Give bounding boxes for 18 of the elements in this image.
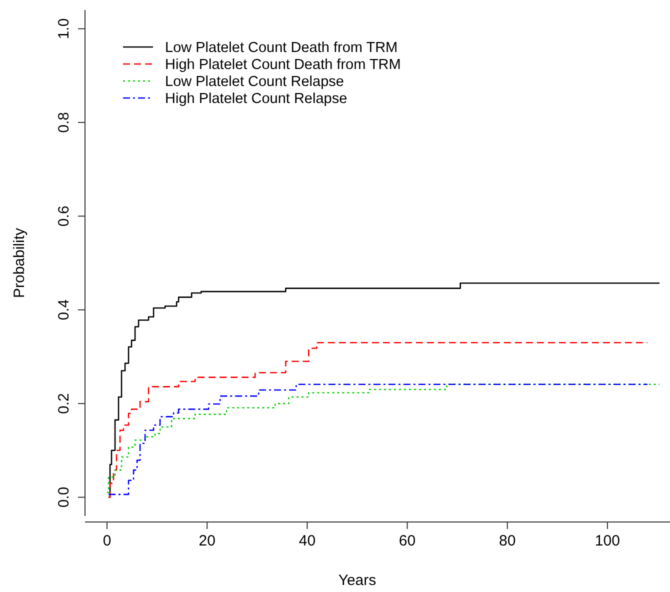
x-axis-title: Years [338, 572, 376, 589]
legend-label: Low Platelet Count Relapse [165, 74, 344, 90]
x-tick-label: 40 [298, 532, 316, 550]
y-axis-title: Probability [11, 227, 28, 298]
legend-label: High Platelet Count Death from TRM [165, 57, 401, 74]
y-tick-label: 1.0 [55, 18, 72, 40]
x-tick-label: 20 [198, 532, 216, 550]
x-tick-label: 100 [594, 532, 620, 550]
y-tick-label: 0.4 [55, 299, 72, 320]
y-tick-label: 0.8 [55, 112, 72, 133]
x-tick-label: 0 [102, 532, 112, 550]
legend-label: Low Platelet Count Death from TRM [165, 40, 398, 56]
y-tick-label: 0.6 [55, 206, 72, 227]
y-tick-label: 0.2 [55, 393, 72, 414]
x-tick-label: 60 [398, 532, 416, 550]
x-tick-label: 80 [499, 532, 516, 550]
y-tick-label: 0.0 [55, 486, 72, 508]
legend-label: High Platelet Count Relapse [165, 91, 348, 108]
